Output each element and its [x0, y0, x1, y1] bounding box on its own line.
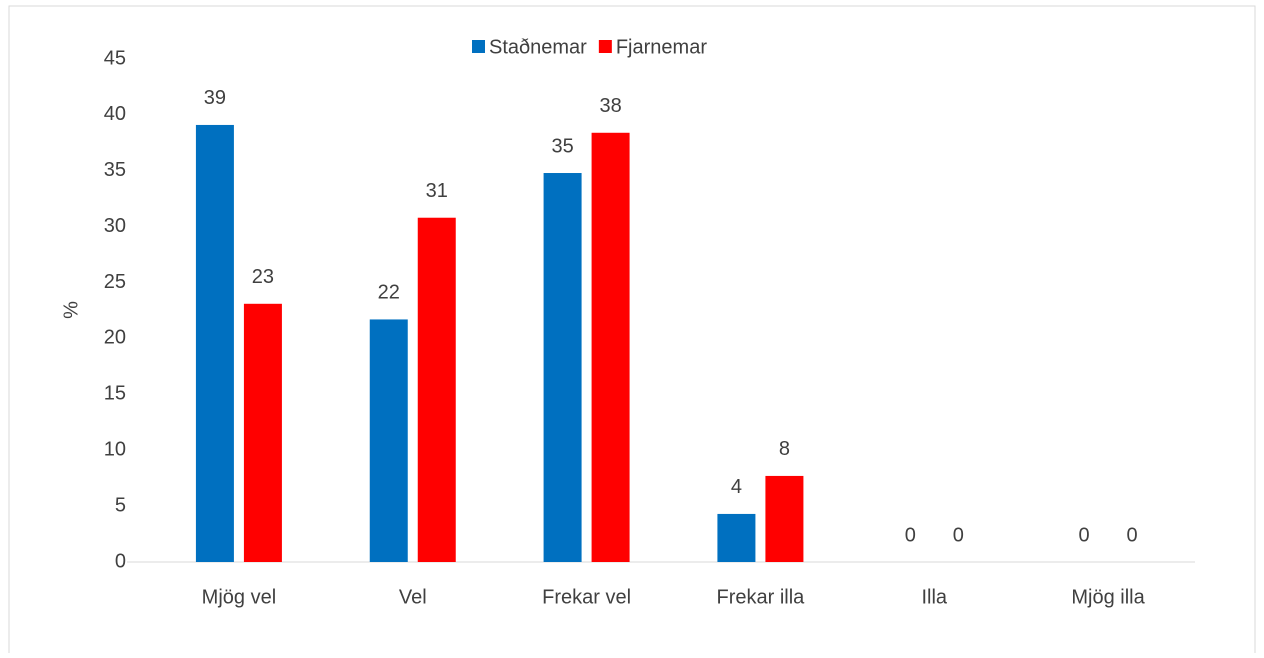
x-tick-label: Frekar illa [717, 586, 806, 608]
y-tick-label: 25 [104, 271, 126, 293]
x-tick-label: Illa [921, 586, 947, 608]
bar [243, 303, 282, 562]
data-label: 0 [1127, 524, 1138, 546]
x-tick-label: Mjög vel [202, 586, 276, 608]
y-tick-label: 5 [115, 494, 126, 516]
data-label: 39 [204, 87, 226, 109]
y-tick-label: 10 [104, 439, 126, 461]
bar [369, 319, 408, 562]
data-label: 31 [426, 180, 448, 202]
bar [591, 132, 630, 563]
legend-label: Staðnemar [489, 36, 587, 58]
legend-label: Fjarnemar [616, 36, 707, 58]
data-label: 22 [378, 282, 400, 304]
bar [195, 124, 234, 563]
data-label: 8 [779, 438, 790, 460]
x-tick-label: Vel [399, 586, 427, 608]
y-axis-label: % [60, 301, 82, 319]
y-tick-label: 20 [104, 327, 126, 349]
bar [765, 475, 804, 562]
y-tick-label: 15 [104, 383, 126, 405]
legend-swatch [472, 40, 485, 53]
data-label: 23 [252, 266, 274, 288]
bar [417, 217, 456, 563]
x-tick-label: Frekar vel [542, 586, 631, 608]
y-tick-label: 30 [104, 215, 126, 237]
bar [717, 513, 756, 562]
legend-swatch [598, 40, 612, 53]
data-label: 38 [599, 95, 621, 117]
y-tick-label: 0 [115, 550, 126, 572]
bar [543, 173, 582, 562]
chart-frame [8, 5, 1256, 658]
y-tick-label: 40 [104, 103, 126, 125]
data-label: 0 [905, 524, 916, 546]
y-tick-label: 35 [104, 159, 126, 181]
x-tick-label: Mjög illa [1071, 586, 1145, 608]
data-label: 4 [731, 476, 742, 498]
y-tick-label: 45 [104, 47, 126, 69]
data-label: 0 [1079, 524, 1090, 546]
data-label: 0 [953, 524, 964, 546]
data-label: 35 [551, 135, 573, 157]
